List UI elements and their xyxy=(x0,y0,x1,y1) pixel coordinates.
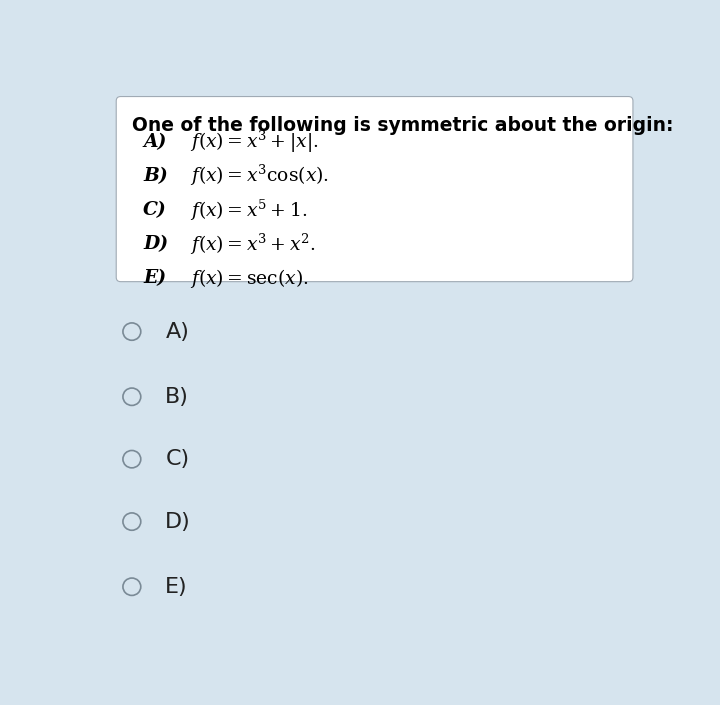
FancyBboxPatch shape xyxy=(116,97,633,282)
Text: A): A) xyxy=(143,133,166,151)
Circle shape xyxy=(123,578,141,596)
Text: E): E) xyxy=(143,269,166,288)
Text: D): D) xyxy=(143,235,168,253)
Text: E): E) xyxy=(166,577,188,596)
Text: $f(x) = \sec(x).$: $f(x) = \sec(x).$ xyxy=(190,267,309,290)
Text: One of the following is symmetric about the origin:: One of the following is symmetric about … xyxy=(132,116,673,135)
Text: C): C) xyxy=(143,201,167,219)
Text: C): C) xyxy=(166,449,189,469)
Text: D): D) xyxy=(166,512,191,532)
Text: $f(x) = x^3 \cos(x).$: $f(x) = x^3 \cos(x).$ xyxy=(190,163,330,188)
Text: $f(x) = x^3 + x^2.$: $f(x) = x^3 + x^2.$ xyxy=(190,232,316,257)
Circle shape xyxy=(123,323,141,341)
Circle shape xyxy=(123,450,141,468)
Text: $f(x) = x^3 + |x|.$: $f(x) = x^3 + |x|.$ xyxy=(190,128,319,154)
Circle shape xyxy=(123,388,141,405)
Text: B): B) xyxy=(166,387,189,407)
Text: $f(x) = x^5 + 1.$: $f(x) = x^5 + 1.$ xyxy=(190,197,307,223)
Text: B): B) xyxy=(143,167,168,185)
Text: A): A) xyxy=(166,321,189,342)
Circle shape xyxy=(123,513,141,530)
